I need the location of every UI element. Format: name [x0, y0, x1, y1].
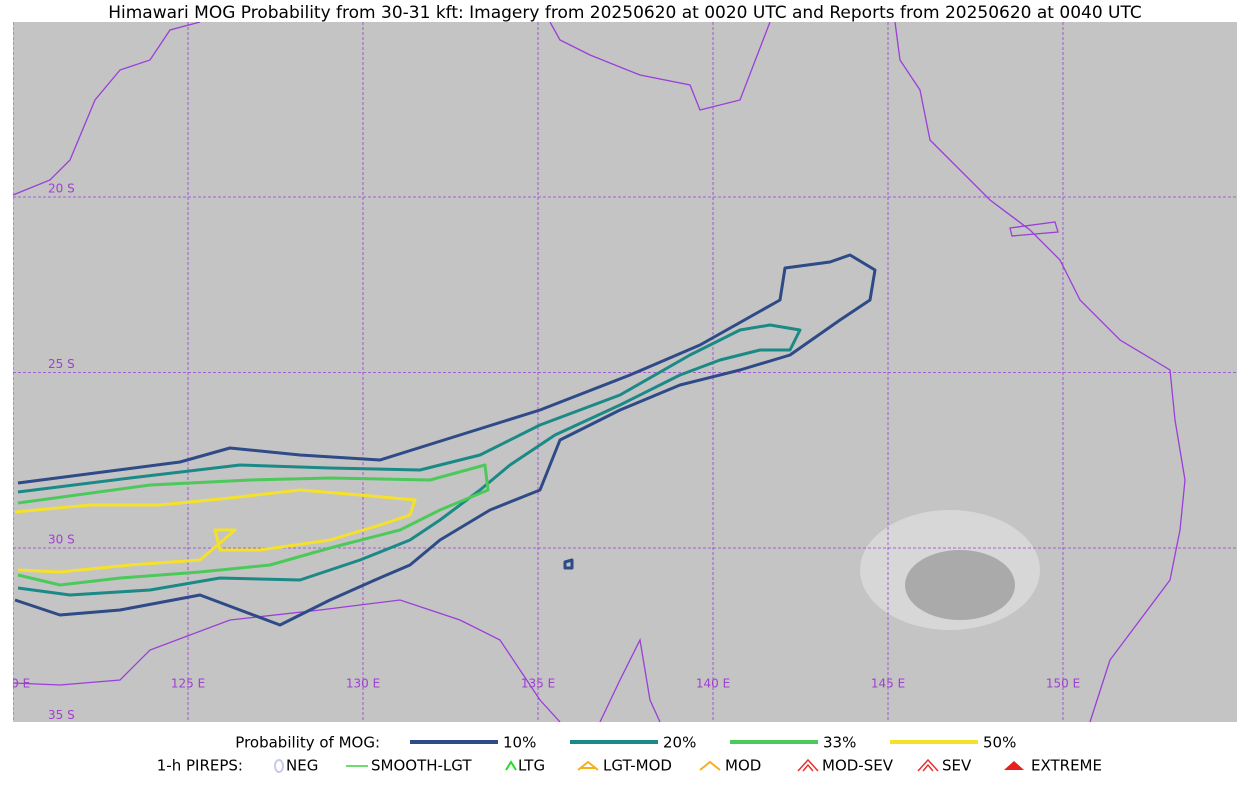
pirep-symbol [917, 758, 939, 772]
convective-cloud-shadow [905, 550, 1015, 620]
legend-text: MOD-SEV [822, 757, 894, 775]
graticule [13, 22, 1237, 722]
legend-text: 33% [823, 734, 856, 752]
legend-text: 50% [983, 734, 1016, 752]
lat-label: 25 S [48, 357, 75, 371]
lon-label: 130 E [346, 677, 380, 691]
pirep-symbol [797, 758, 819, 772]
coastline [13, 599, 661, 722]
lon-label: 145 E [871, 677, 905, 691]
legend-label: 1-h PIREPS: [157, 757, 243, 775]
coastline [549, 22, 771, 111]
pirep-symbol [505, 760, 517, 771]
contour-20 [17, 323, 802, 597]
pirep-symbol [1004, 761, 1024, 770]
lat-label: 35 S [48, 708, 75, 722]
legend-text: LGT-MOD [603, 757, 672, 775]
legend-text: MOD [725, 757, 761, 775]
contour-33 [17, 463, 490, 587]
legend-text: LTG [518, 757, 545, 775]
lon-label: 150 E [1046, 677, 1080, 691]
pirep-symbol [699, 760, 721, 771]
legend-text: 20% [663, 734, 696, 752]
legend-text: 10% [503, 734, 536, 752]
legend-text: SEV [942, 757, 972, 775]
legend-text: NEG [286, 757, 318, 775]
legend-text: EXTREME [1031, 757, 1102, 775]
coastline [13, 22, 201, 196]
pirep-symbol [274, 759, 284, 773]
lon-label: 120 E [0, 677, 30, 691]
contour-10 [563, 558, 574, 570]
lon-label: 140 E [696, 677, 730, 691]
title: Himawari MOG Probability from 30-31 kft:… [108, 3, 1142, 23]
lon-label: 135 E [521, 677, 555, 691]
lat-label: 30 S [48, 533, 75, 547]
lon-label: 125 E [171, 677, 205, 691]
coastline [894, 22, 1186, 722]
map: 120 E 125 E 130 E 135 E 140 E 145 E 150 E 20 S 2… [0, 22, 1237, 722]
legend-text: SMOOTH-LGT [371, 757, 472, 775]
pirep-symbol [577, 760, 599, 771]
legend-label: Probability of MOG: [235, 734, 380, 752]
convective-cloud [860, 510, 1040, 630]
contour-50 [14, 488, 417, 574]
island [1009, 221, 1059, 237]
legend: Probability of MOG: 10% 20% 33% 50% 1-h PIREP… [157, 734, 1102, 775]
lat-label: 20 S [48, 182, 75, 196]
contour-10 [14, 253, 877, 627]
satellite-texture [13, 22, 1237, 722]
